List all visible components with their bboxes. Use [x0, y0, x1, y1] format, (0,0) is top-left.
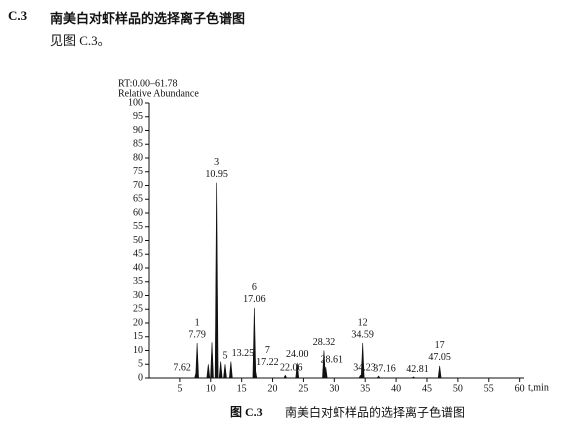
peak	[210, 342, 214, 379]
peak-number: 3	[214, 157, 219, 168]
section-title: 南美白对虾样品的选择离子色谱图	[50, 12, 246, 27]
y-tick-label: 60	[133, 207, 143, 218]
peak-number: 1	[195, 317, 200, 328]
y-tick-label: 25	[133, 304, 143, 315]
peak-number: 6	[252, 282, 257, 293]
y-tick-label: 80	[133, 152, 143, 163]
peak	[223, 364, 227, 379]
peak-rt-label: 17.22	[256, 357, 279, 368]
peak	[195, 343, 199, 379]
y-tick-label: 35	[133, 276, 143, 287]
peak	[214, 182, 219, 379]
x-tick-label: 10	[206, 383, 216, 394]
y-tick-label: 65	[133, 194, 143, 205]
peak-rt-label: 17.06	[243, 294, 266, 305]
peak	[411, 376, 416, 379]
peak-rt-label: 24.00	[286, 349, 309, 360]
peak	[206, 364, 211, 379]
y-tick-label: 100	[128, 97, 143, 108]
peak	[218, 361, 223, 379]
x-tick-label: 45	[422, 383, 432, 394]
y-tick-label: 20	[133, 317, 143, 328]
y-tick-label: 90	[133, 125, 143, 136]
y-tick-label: 70	[133, 180, 143, 191]
x-tick-label: 20	[268, 383, 278, 394]
x-tick-label: 35	[360, 383, 370, 394]
peak-rt-label: 22.06	[280, 363, 303, 374]
peak-number: 7	[265, 345, 270, 356]
peak-rt-label: 13.25	[232, 348, 255, 359]
peak	[229, 361, 233, 379]
y-tick-label: 50	[133, 235, 143, 246]
x-axis-label: t,min	[528, 382, 549, 393]
x-tick-label: 40	[391, 383, 401, 394]
peak-rt-label: 37.16	[373, 363, 396, 374]
y-tick-label: 0	[138, 372, 143, 383]
x-tick-label: 25	[298, 383, 308, 394]
peak	[376, 375, 381, 379]
x-tick-label: 15	[237, 383, 247, 394]
y-tick-label: 55	[133, 221, 143, 232]
peak-rt-label: 47.05	[428, 352, 451, 363]
peak-rt-label: 10.95	[205, 169, 228, 180]
x-tick-label: 55	[484, 383, 494, 394]
peak	[323, 366, 328, 379]
peak	[360, 343, 365, 379]
x-tick-label: 50	[453, 383, 463, 394]
rt-range: RT:0.00–61.78	[118, 78, 177, 89]
peak-rt-label: 7.79	[188, 329, 206, 340]
peak-rt-label: 34.23	[353, 363, 376, 374]
peak	[295, 362, 300, 379]
peak-rt-label: 42.81	[406, 364, 429, 375]
x-tick-label: 60	[515, 383, 525, 394]
peak-number: 12	[358, 317, 368, 328]
peak-number: 17	[435, 340, 445, 351]
y-tick-label: 75	[133, 166, 143, 177]
y-tick-label: 10	[133, 345, 143, 356]
section-number: C.3	[8, 8, 28, 23]
section-text: 见图 C.3。	[50, 33, 111, 48]
caption-number: 图 C.3	[230, 405, 263, 419]
peak-number: 5	[222, 351, 227, 362]
peak-rt-label: 7.62	[173, 362, 191, 373]
x-tick-label: 5	[177, 383, 182, 394]
peak	[437, 365, 442, 379]
peak	[283, 374, 288, 379]
y-axis-label: Relative Abundance	[118, 88, 199, 99]
peak-rt-label: 28.32	[313, 337, 336, 348]
y-tick-label: 15	[133, 331, 143, 342]
y-tick-label: 30	[133, 290, 143, 301]
y-tick-label: 85	[133, 139, 143, 150]
peak-rt-label: 28.61	[320, 354, 343, 365]
y-tick-label: 45	[133, 249, 143, 260]
y-tick-label: 5	[138, 359, 143, 370]
caption-title: 南美白对虾样品的选择离子色谱图	[285, 405, 465, 420]
peak-rt-label: 34.59	[351, 329, 374, 340]
y-tick-label: 95	[133, 111, 143, 122]
x-tick-label: 30	[329, 383, 339, 394]
y-tick-label: 40	[133, 262, 143, 273]
peak	[253, 369, 258, 379]
